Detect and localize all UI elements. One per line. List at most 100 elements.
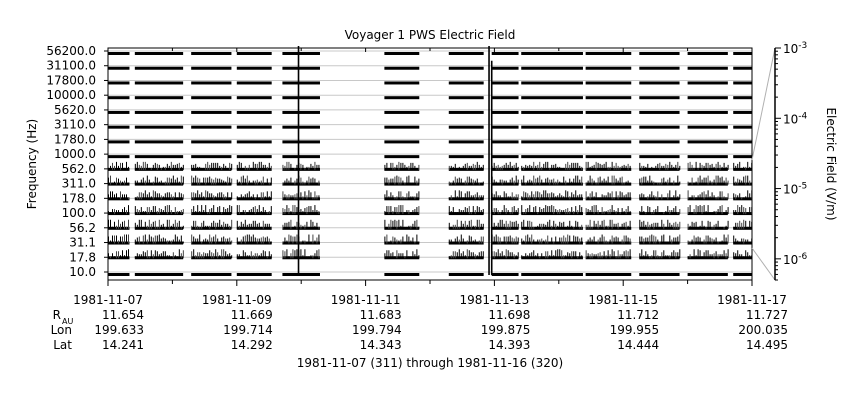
channel-row [108,109,752,114]
data-segment [134,273,184,276]
data-segment [108,81,130,85]
data-segment [448,96,484,100]
data-segment [282,52,320,55]
date-tick-label: 1981-11-17 [717,293,787,307]
chart-subtitle: 1981-11-07 (311) through 1981-11-16 (320… [297,356,563,370]
data-segment [733,226,752,230]
data-segment [585,110,632,114]
data-segment [236,155,272,159]
date-tick-label: 1981-11-11 [331,293,401,307]
data-segment [384,273,420,276]
data-segment [491,96,519,100]
data-segment [521,81,583,85]
data-segment [491,155,519,159]
data-segment [733,66,752,70]
ephemeris-value: 14.444 [617,338,659,352]
frequency-tick-label: 31.1 [69,236,96,250]
date-tick-label: 1981-11-15 [588,293,658,307]
data-segment [448,140,484,144]
data-segment [687,110,728,114]
data-segment [282,155,320,159]
data-segment [687,273,728,276]
data-segment [448,182,484,186]
data-segment [134,110,184,114]
data-segment [236,110,272,114]
data-segment [448,197,484,201]
data-segment [687,96,728,100]
data-segment [384,241,420,245]
data-segment [282,140,320,144]
data-segment [191,52,232,55]
frequency-tick-label: 100.0 [62,206,96,220]
frequency-tick-label: 1780.0 [54,132,96,146]
data-segment [521,66,583,70]
data-segment [236,197,272,201]
data-segment [687,140,728,144]
data-segment [733,212,752,216]
frequency-tick-label: 178.0 [62,191,96,205]
data-segment [134,66,184,70]
ephemeris-value: 14.343 [360,338,402,352]
channel-row [108,175,753,186]
data-segment [733,241,752,245]
data-segment [236,167,272,171]
data-segment [191,81,232,85]
ephemeris-value: 199.633 [94,323,144,337]
spike-marks [297,46,493,275]
data-segment [384,226,420,230]
date-tick-label: 1981-11-07 [73,293,143,307]
frequency-tick-label: 3110.0 [54,118,96,132]
data-segment [491,241,519,245]
data-segment [282,81,320,85]
data-segment [687,66,728,70]
data-segment [733,81,752,85]
data-segment [491,273,519,276]
data-segment [639,155,680,159]
data-segment [585,155,632,159]
date-tick-label: 1981-11-13 [460,293,530,307]
data-segment [134,81,184,85]
data-segment [585,140,632,144]
data-segment [521,155,583,159]
data-segment [491,125,519,129]
channel-row [108,190,753,201]
data-segment [236,241,272,245]
data-segment [491,110,519,114]
data-segment [384,81,420,85]
frequency-tick-label: 1000.0 [54,147,96,161]
data-segment [448,125,484,129]
data-segment [384,125,420,129]
data-segment [491,66,519,70]
data-segment [384,96,420,100]
data-segment [491,167,519,171]
channel-row [108,219,753,230]
data-segment [639,140,680,144]
ephemeris-value: 11.654 [102,308,144,322]
data-segment [384,155,420,159]
data-segment [733,140,752,144]
date-tick-label: 1981-11-09 [202,293,272,307]
data-segment [384,52,420,55]
data-segment [236,125,272,129]
data-segment [236,52,272,55]
data-segment [639,81,680,85]
data-segment [108,273,130,276]
data-segment [282,273,320,276]
data-segment [733,182,752,186]
data-segment [733,273,752,276]
data-segment [521,110,583,114]
ephemeris-row-sublabel: AU [62,317,73,326]
data-segment [108,96,130,100]
data-segment [521,140,583,144]
data-segment [687,52,728,55]
ephemeris-value: 14.292 [231,338,273,352]
data-segment [521,273,583,276]
data-segment [448,226,484,230]
channel-row [108,153,752,159]
data-segment [491,140,519,144]
data-segment [282,66,320,70]
colorbar-tick-label: 10-4 [783,111,808,126]
ephemeris-value: 199.714 [223,323,273,337]
data-segment [191,66,232,70]
